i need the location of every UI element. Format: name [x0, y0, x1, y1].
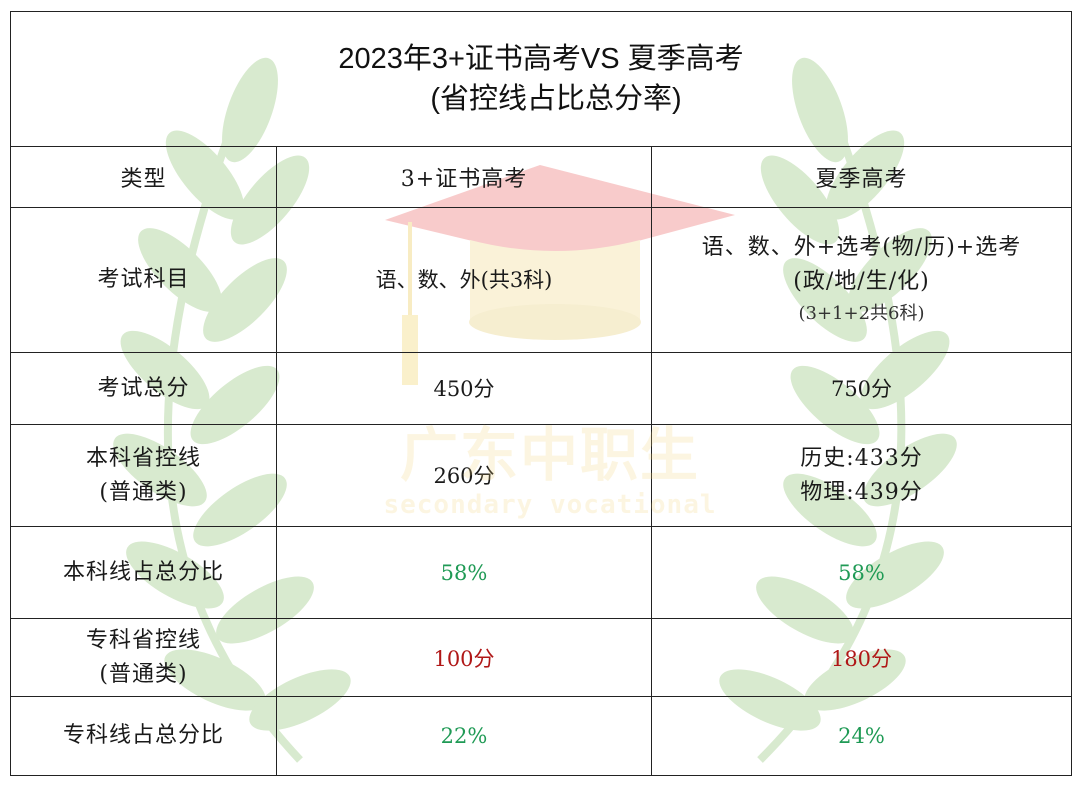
subjects-summer-line1: 语、数、外+选考(物/历)+选考: [701, 235, 1022, 260]
bachelor-pct-summer: 58%: [650, 526, 1073, 619]
table-header-row: 类型 3+证书高考 夏季高考: [10, 146, 1073, 208]
subjects-summer-line2: (政/地/生/化): [793, 269, 930, 294]
bachelor-line-physics: 物理:439分: [800, 479, 923, 505]
row-label-subjects: 考试科目: [10, 207, 277, 353]
title-line1: 2023年3+证书高考VS 夏季高考: [338, 43, 744, 75]
subjects-3plus: 语、数、外(共3科): [276, 207, 652, 353]
junior-pct-summer: 24%: [650, 696, 1073, 776]
row-label-junior-line: 专科省控线 (普通类): [10, 618, 277, 697]
title-line2: (省控线占比总分率): [430, 83, 682, 115]
total-3plus: 450分: [276, 352, 652, 425]
bachelor-line-label1: 本科省控线: [85, 445, 201, 471]
table-row-bachelor-line: 本科省控线 (普通类) 260分 历史:433分 物理:439分: [10, 424, 1073, 527]
header-summer-exam: 夏季高考: [650, 146, 1073, 208]
row-label-bachelor-line: 本科省控线 (普通类): [10, 424, 277, 527]
junior-line-label2: (普通类): [99, 661, 188, 687]
table-row-total: 考试总分 450分 750分: [10, 352, 1073, 425]
header-type: 类型: [10, 146, 277, 208]
table-row-bachelor-pct: 本科线占总分比 58% 58%: [10, 526, 1073, 619]
subjects-summer-note: (3+1+2共6科): [798, 303, 925, 324]
table-row-junior-line: 专科省控线 (普通类) 100分 180分: [10, 618, 1073, 697]
table-title: 2023年3+证书高考VS 夏季高考 (省控线占比总分率): [9, 11, 1073, 147]
table-row-junior-pct: 专科线占总分比 22% 24%: [10, 696, 1073, 776]
bachelor-pct-3plus: 58%: [276, 526, 652, 619]
total-summer: 750分: [650, 352, 1073, 425]
header-3plus-exam: 3+证书高考: [276, 146, 652, 208]
bachelor-line-label2: (普通类): [99, 479, 188, 505]
row-label-bachelor-pct: 本科线占总分比: [10, 526, 277, 619]
junior-pct-3plus: 22%: [276, 696, 652, 776]
bachelor-line-history: 历史:433分: [800, 445, 923, 471]
row-label-total: 考试总分: [10, 352, 277, 425]
comparison-table: 2023年3+证书高考VS 夏季高考 (省控线占比总分率) 类型 3+证书高考 …: [9, 11, 1073, 776]
junior-line-label1: 专科省控线: [85, 627, 201, 653]
comparison-table-container: 2023年3+证书高考VS 夏季高考 (省控线占比总分率) 类型 3+证书高考 …: [9, 11, 1073, 776]
subjects-summer: 语、数、外+选考(物/历)+选考 (政/地/生/化) (3+1+2共6科): [650, 207, 1073, 353]
table-row-subjects: 考试科目 语、数、外(共3科) 语、数、外+选考(物/历)+选考 (政/地/生/…: [10, 207, 1073, 353]
junior-line-3plus: 100分: [276, 618, 652, 697]
junior-line-summer: 180分: [650, 618, 1073, 697]
row-label-junior-pct: 专科线占总分比: [10, 696, 277, 776]
bachelor-line-3plus: 260分: [276, 424, 652, 527]
bachelor-line-summer: 历史:433分 物理:439分: [650, 424, 1073, 527]
